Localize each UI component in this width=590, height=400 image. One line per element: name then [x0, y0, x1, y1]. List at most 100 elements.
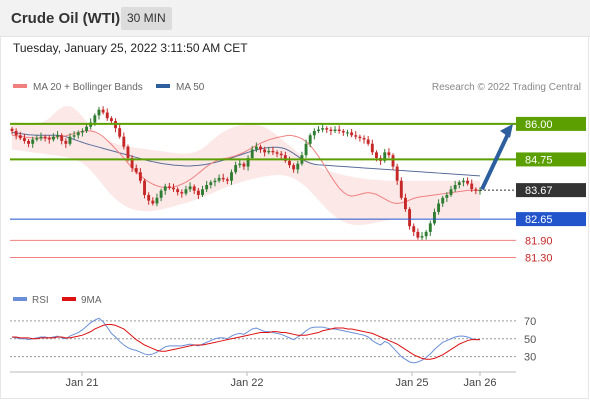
- candle-body: [225, 179, 229, 181]
- candle-body: [317, 129, 320, 131]
- rsi-tick-label: 50: [524, 334, 536, 346]
- candle-body: [138, 172, 142, 181]
- candle-body: [449, 189, 453, 195]
- candle-body: [432, 212, 436, 224]
- rsi-legend-swatch: [13, 297, 27, 301]
- candle-body: [105, 112, 109, 119]
- candle-body: [155, 197, 159, 204]
- bollinger-band-area: [12, 105, 480, 226]
- rsi-legend-swatch: [62, 297, 76, 301]
- candle-body: [362, 138, 366, 140]
- rsi-legend-label: 9MA: [81, 295, 102, 306]
- candle-body: [10, 128, 14, 131]
- resistance-label-box: [516, 152, 586, 167]
- chart-header: Crude Oil (WTI) 30 MIN: [0, 0, 590, 37]
- candle-body: [312, 131, 316, 136]
- candle-body: [341, 131, 345, 133]
- candle-body: [18, 135, 22, 139]
- candle-body: [420, 236, 424, 238]
- resistance-label-box: [516, 116, 586, 131]
- candle-body: [279, 153, 283, 156]
- candle-body: [437, 203, 441, 212]
- candle-body: [201, 189, 204, 195]
- candle-body: [151, 200, 155, 204]
- candle-body: [453, 185, 457, 190]
- candle-body: [271, 150, 275, 153]
- candle-body: [263, 149, 267, 153]
- candle-body: [254, 146, 258, 150]
- secondary-support-label: 81.90: [525, 235, 553, 247]
- candle-body: [350, 132, 354, 136]
- candle-body: [64, 140, 68, 144]
- candle-body: [337, 129, 341, 131]
- rsi-tick-label: 30: [524, 352, 536, 364]
- candle-body: [126, 146, 130, 158]
- timeframe-badge[interactable]: 30 MIN: [121, 7, 172, 30]
- legend-swatch: [156, 84, 170, 88]
- x-tick-label: Jan 21: [65, 377, 98, 389]
- candle-body: [192, 186, 196, 191]
- x-tick-label: Jan 22: [230, 377, 263, 389]
- rsi-legend-label: RSI: [32, 295, 49, 306]
- legend-swatch: [13, 84, 27, 88]
- candle-body: [333, 129, 337, 131]
- candle-body: [176, 189, 180, 193]
- rsi-line: [11, 317, 480, 364]
- candle-body: [250, 149, 254, 158]
- candle-body: [283, 155, 287, 161]
- candle-body: [474, 189, 478, 191]
- support-label-box: [516, 212, 586, 227]
- candle-body: [60, 135, 64, 141]
- credit-text: Research © 2022 Trading Central: [432, 82, 581, 93]
- candle-body: [43, 136, 47, 139]
- candle-body: [275, 152, 279, 154]
- candle-body: [288, 160, 291, 166]
- candle-body: [31, 139, 35, 144]
- candle-body: [188, 186, 192, 190]
- current-price-box: [516, 183, 586, 198]
- target-arrow-shaft: [480, 131, 511, 191]
- candle-body: [76, 132, 80, 136]
- candle-body: [209, 182, 213, 185]
- candle-body: [163, 186, 167, 191]
- candle-body: [395, 166, 399, 181]
- candle-body: [80, 131, 84, 133]
- candle-body: [39, 136, 43, 139]
- instrument-title: Crude Oil (WTI): [11, 10, 121, 27]
- candle-body: [97, 109, 101, 116]
- candle-body: [321, 128, 325, 130]
- rsi-tick-label: 70: [524, 316, 536, 328]
- candle-body: [428, 223, 432, 232]
- candle-body: [366, 139, 370, 144]
- candle-body: [14, 131, 18, 136]
- candle-body: [221, 177, 225, 180]
- candle-body: [122, 136, 126, 147]
- candle-body: [230, 172, 233, 181]
- candle-body: [134, 167, 138, 173]
- candle-body: [346, 132, 349, 134]
- candle-body: [93, 115, 97, 123]
- candle-body: [387, 152, 391, 156]
- candle-body: [470, 183, 474, 190]
- candle-body: [292, 165, 296, 170]
- target-arrow-head: [500, 123, 513, 138]
- candle-body: [196, 190, 200, 195]
- candle-body: [445, 194, 449, 198]
- candle-body: [404, 197, 407, 210]
- candle-body: [217, 177, 221, 181]
- resistance-label: 84.75: [525, 154, 553, 166]
- candle-body: [466, 180, 470, 184]
- candle-body: [304, 143, 308, 156]
- secondary-support-label: 81.30: [525, 252, 553, 264]
- candle-body: [399, 180, 403, 198]
- candle-body: [238, 163, 242, 166]
- candle-body: [412, 226, 416, 232]
- ma50-line: [11, 131, 481, 177]
- candle-body: [213, 180, 217, 183]
- candle-body: [375, 152, 378, 158]
- legend-label: MA 50: [176, 82, 205, 93]
- candle-body: [143, 180, 146, 195]
- candle-body: [329, 129, 333, 131]
- candle-body: [118, 128, 122, 137]
